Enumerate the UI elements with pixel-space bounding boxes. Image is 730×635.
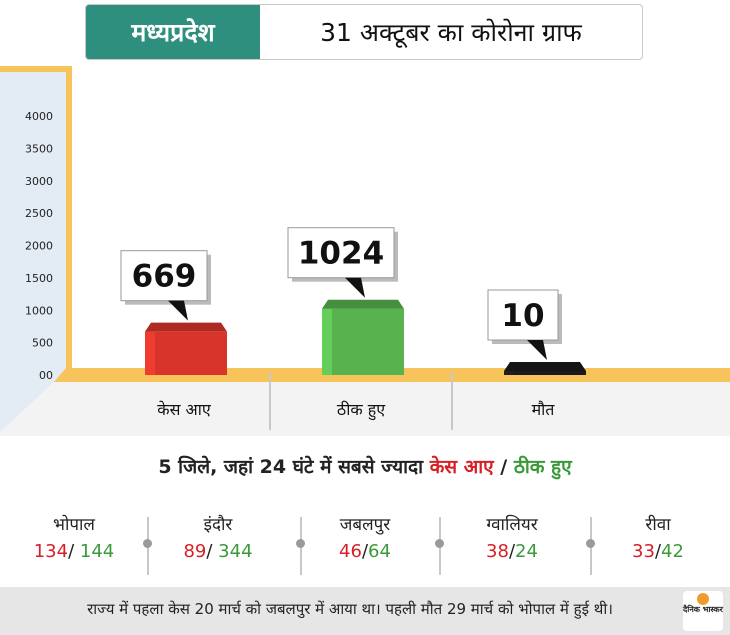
district-values: 46/64 <box>305 538 425 566</box>
bar-value-label: 669 <box>132 259 197 295</box>
value-callout-pointer <box>168 300 188 321</box>
y-tick-label: 3000 <box>25 175 53 188</box>
district-sep: / <box>508 541 516 562</box>
district-recovered: 24 <box>515 541 538 562</box>
value-callout <box>487 289 559 341</box>
value-callout <box>287 227 395 279</box>
district-recovered: 42 <box>661 541 684 562</box>
district-name: ग्वालियर <box>486 515 538 535</box>
bar-value-label: 10 <box>501 298 544 334</box>
y-tick-label: 3500 <box>25 142 53 155</box>
district-rewa: रीवा 33/42 <box>598 512 718 566</box>
bar <box>504 371 586 375</box>
district-cases: 38 <box>486 541 509 562</box>
district-recovered: 344 <box>218 541 253 562</box>
chart-floor-front <box>0 382 730 436</box>
chart-back-wall <box>0 68 66 432</box>
district-sep: / <box>361 541 369 562</box>
category-label: केस आए <box>157 400 212 419</box>
page-title: 31 अक्टूबर का कोरोना ग्राफ <box>320 18 582 47</box>
districts-title-slash: / <box>500 456 508 478</box>
header-banner: मध्यप्रदेश 31 अक्टूबर का कोरोना ग्राफ <box>85 4 643 60</box>
district-sep: / <box>654 541 662 562</box>
bar-top <box>504 362 586 371</box>
bar-highlight <box>504 371 514 375</box>
district-cases: 89 <box>183 541 207 562</box>
value-callout-pointer <box>345 277 365 298</box>
district-divider-dot <box>296 539 305 548</box>
y-tick-label: 2500 <box>25 207 53 220</box>
y-tick-label: 4000 <box>25 110 53 123</box>
y-tick-label: 00 <box>39 369 53 382</box>
district-values: 33/42 <box>598 538 718 566</box>
district-bhopal: भोपाल 134/ 144 <box>14 512 134 566</box>
district-cases: 33 <box>632 541 655 562</box>
districts-title: 5 जिले, जहां 24 घंटे में सबसे ज्यादा केस… <box>0 453 730 479</box>
district-values: 134/ 144 <box>14 538 134 566</box>
district-name: रीवा <box>645 515 671 535</box>
bar-top <box>322 299 404 309</box>
district-sep: / <box>206 541 213 562</box>
bar <box>322 308 404 375</box>
y-tick-label: 1000 <box>25 304 53 317</box>
districts-title-cases: केस आए <box>429 456 494 478</box>
districts-title-recovered: ठीक हुए <box>513 456 572 478</box>
category-label: मौत <box>532 400 556 419</box>
district-sep: / <box>68 541 75 562</box>
bar-value-label: 1024 <box>298 236 384 272</box>
districts-title-prefix: 5 जिले, जहां 24 घंटे में सबसे ज्यादा <box>158 456 424 478</box>
chart-side-frame <box>66 66 72 382</box>
district-name: भोपाल <box>53 515 95 535</box>
y-tick-label: 2000 <box>25 240 53 253</box>
bar <box>145 331 227 375</box>
bar-top <box>145 322 227 332</box>
logo-text: दैनिक भास्कर <box>683 605 723 614</box>
district-jabalpur: जबलपुर 46/64 <box>305 512 425 566</box>
district-divider-dot <box>586 539 595 548</box>
value-callout <box>120 250 208 302</box>
district-name: जबलपुर <box>339 515 391 535</box>
sun-icon <box>697 593 709 605</box>
dainik-bhaskar-logo: दैनिक भास्कर <box>683 591 723 631</box>
bar-highlight <box>322 308 332 375</box>
bar-highlight <box>145 331 155 375</box>
district-divider-dot <box>435 539 444 548</box>
district-values: 38/24 <box>452 538 572 566</box>
district-recovered: 64 <box>368 541 391 562</box>
bar-chart: 4000 3500 3000 2500 2000 1500 1000 500 00 669 102… <box>0 66 730 436</box>
district-cases: 46 <box>339 541 362 562</box>
category-label: ठीक हुए <box>337 400 386 421</box>
district-divider-dot <box>143 539 152 548</box>
footer: राज्य में पहला केस 20 मार्च को जबलपुर मे… <box>0 587 730 635</box>
district-name: इंदौर <box>203 515 233 535</box>
y-tick-label: 1500 <box>25 272 53 285</box>
district-gwalior: ग्वालियर 38/24 <box>452 512 572 566</box>
district-recovered: 144 <box>79 541 115 562</box>
footer-note: राज्य में पहला केस 20 मार्च को जबलपुर मे… <box>87 600 613 618</box>
district-cases: 134 <box>33 541 69 562</box>
district-indore: इंदौर 89/ 344 <box>158 512 278 566</box>
chart-top-frame <box>0 66 72 72</box>
y-tick-label: 500 <box>32 337 53 350</box>
district-values: 89/ 344 <box>158 538 278 566</box>
state-tag: मध्यप्रदेश <box>86 5 260 59</box>
value-callout-pointer <box>527 340 547 360</box>
